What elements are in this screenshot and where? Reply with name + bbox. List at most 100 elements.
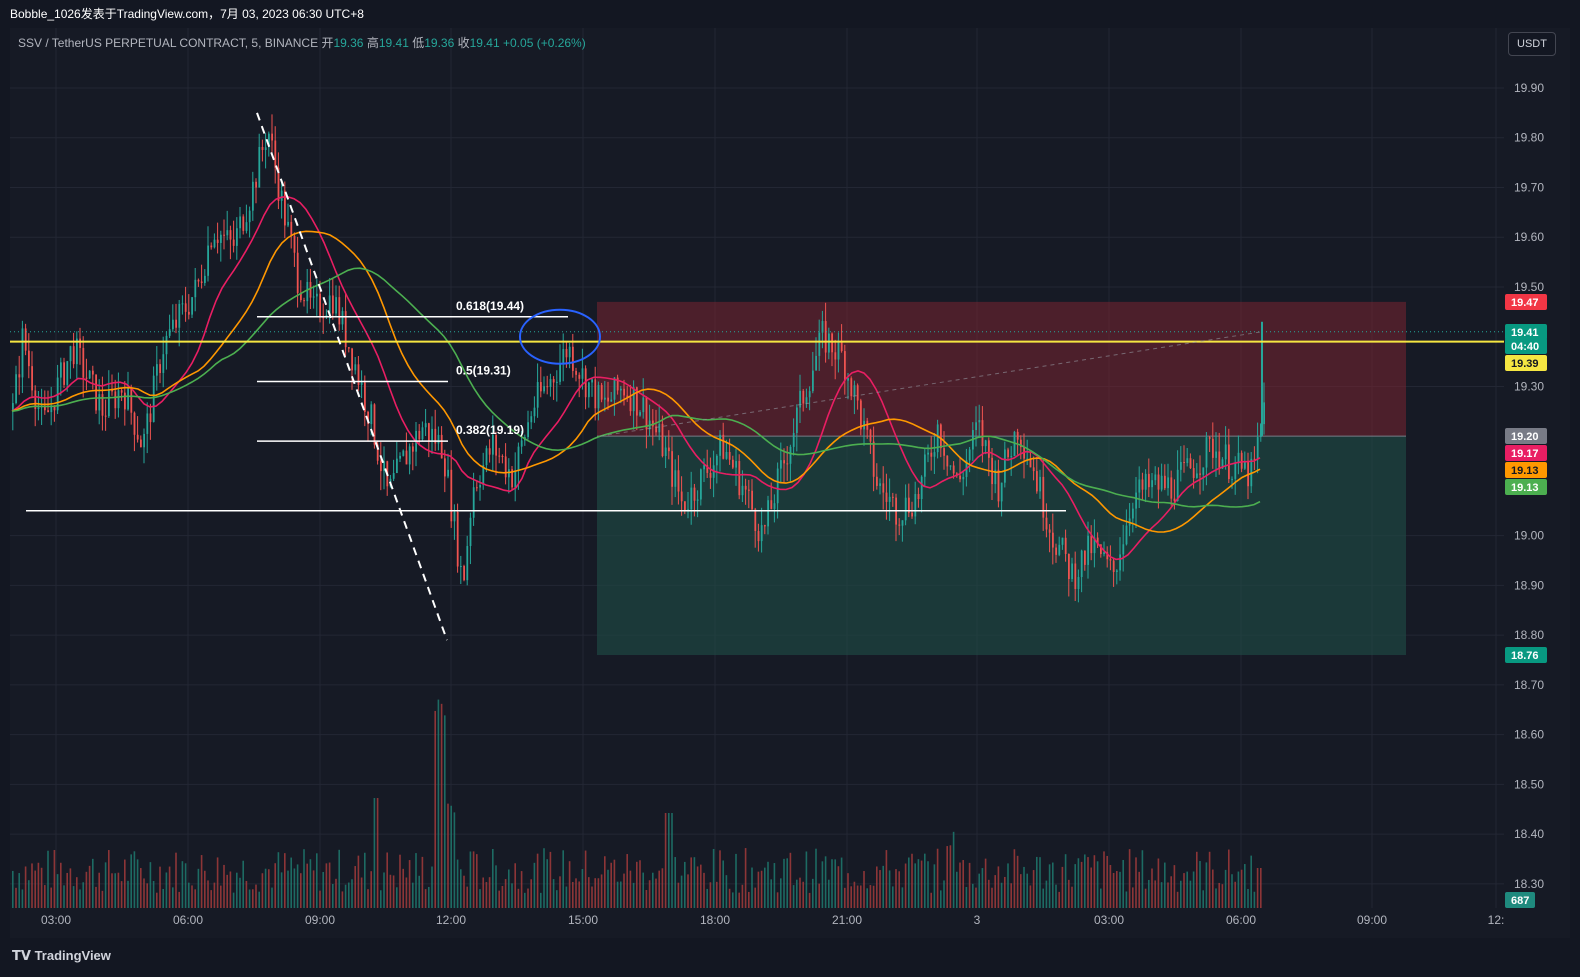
volume-bar	[383, 872, 385, 908]
candle-body	[1029, 458, 1032, 468]
candle	[818, 319, 821, 371]
candle	[805, 388, 808, 408]
volume-bar	[348, 882, 350, 908]
volume-bar	[722, 860, 724, 908]
candle-body	[143, 433, 145, 448]
candle	[1224, 426, 1227, 470]
candle-body	[1167, 477, 1169, 489]
volume-bar	[1039, 857, 1041, 908]
candle-body	[709, 472, 712, 478]
candle	[709, 457, 712, 489]
volume-bar	[1080, 861, 1083, 908]
candle	[738, 454, 741, 500]
volume-bar	[1045, 880, 1048, 908]
candle-body	[1010, 456, 1013, 458]
candle	[562, 333, 565, 382]
volume-bar	[658, 870, 660, 908]
candle-body	[341, 311, 344, 325]
chart-frame[interactable]: 0.618(19.44) 0.5(19.31) 0.382(19.19) 19.90 1…	[10, 28, 1570, 938]
candle	[1170, 470, 1173, 506]
y-tick-label: 18.50	[1514, 777, 1544, 791]
candle-body	[37, 407, 40, 409]
volume-bar	[757, 871, 760, 908]
candle-body	[776, 468, 779, 504]
volume-bar	[972, 883, 974, 908]
candle-body	[1231, 478, 1233, 480]
candle	[856, 383, 859, 410]
candle	[594, 366, 597, 421]
candle	[1180, 446, 1182, 482]
candle-body	[207, 245, 209, 276]
candle	[860, 398, 862, 436]
candle-body	[277, 167, 280, 201]
volume-bar	[271, 887, 273, 908]
volume-bar	[1052, 862, 1054, 908]
volume-bar	[1125, 891, 1128, 908]
volume-bar	[706, 888, 708, 908]
candle	[917, 487, 920, 508]
candle	[901, 520, 904, 542]
candle-body	[520, 440, 523, 447]
candle	[306, 268, 309, 314]
candle-body	[216, 239, 219, 243]
volume-bar	[104, 862, 107, 908]
candle	[184, 286, 187, 322]
volume-bar	[344, 884, 347, 908]
candle-body	[1154, 474, 1157, 481]
candle-body	[639, 412, 641, 416]
volume-bar	[1128, 849, 1131, 908]
candle	[924, 448, 926, 487]
candle	[162, 336, 165, 388]
price-tag-bg	[1505, 428, 1547, 444]
candle-body	[1100, 544, 1102, 555]
volume-bar	[434, 710, 436, 908]
candle-body	[1215, 451, 1217, 458]
candle	[472, 472, 475, 526]
candle-body	[626, 395, 629, 398]
volume-bar	[482, 877, 484, 908]
volume-bar	[674, 857, 676, 908]
candle	[424, 408, 427, 437]
candle	[1039, 469, 1041, 499]
volume-bar	[168, 866, 171, 908]
price-chart[interactable]: 0.618(19.44)0.5(19.31)0.382(19.19)19.901…	[10, 28, 1570, 938]
price-tag-bg	[1505, 479, 1547, 495]
volume-bar	[216, 857, 219, 908]
volume-bar	[47, 850, 49, 908]
candle-body	[1240, 452, 1243, 469]
volume-bar	[178, 891, 180, 908]
candle-body	[172, 319, 174, 330]
price-tag-text: 687	[1511, 895, 1529, 907]
candle-body	[437, 434, 440, 444]
volume-bar	[264, 868, 267, 908]
candle-body	[696, 499, 699, 501]
y-tick-label: 18.90	[1514, 578, 1544, 592]
candle	[796, 404, 798, 452]
candle-body	[933, 452, 936, 457]
candle-body	[540, 382, 542, 392]
volume-bar	[1250, 855, 1252, 908]
tv-logo-icon: 𝗧𝗩	[12, 948, 31, 963]
candle	[853, 380, 856, 415]
volume-bar	[607, 869, 609, 908]
tradingview-logo[interactable]: 𝗧𝗩 TradingView	[12, 948, 111, 964]
candle	[1074, 551, 1077, 601]
candle-body	[460, 566, 462, 568]
price-tag-bg	[1505, 324, 1547, 340]
candle-body	[565, 348, 568, 358]
candle-body	[184, 303, 187, 312]
volume-bar	[764, 867, 766, 908]
volume-bars	[12, 699, 1262, 908]
volume-bar	[380, 890, 382, 908]
x-tick-label: 18:00	[700, 913, 730, 927]
candle	[1237, 435, 1240, 475]
candle-body	[584, 368, 587, 398]
candle-body	[716, 455, 718, 466]
volume-bar	[1116, 871, 1118, 908]
candle	[975, 406, 977, 447]
candle-body	[79, 338, 81, 348]
candle-body	[904, 497, 907, 521]
candle	[1138, 466, 1141, 508]
candle-body	[66, 361, 69, 385]
currency-button[interactable]: USDT	[1508, 32, 1556, 56]
